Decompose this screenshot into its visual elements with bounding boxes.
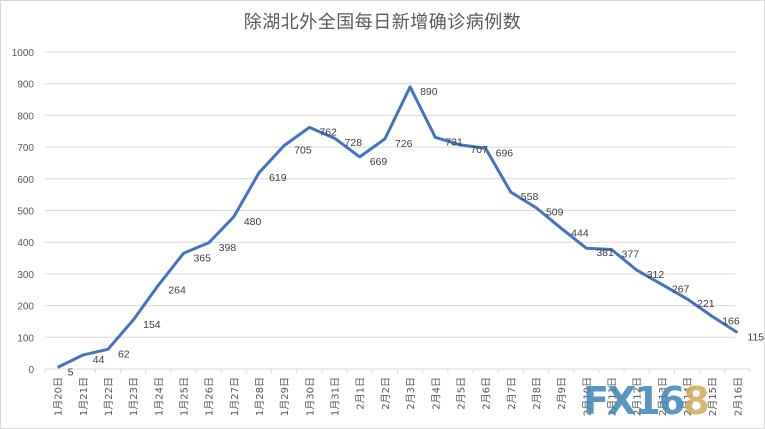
y-axis: 0 100 200 300 400 500 600 700 800 900 1000: [12, 48, 35, 376]
x-tick-label: 2月7日: [506, 377, 518, 410]
x-tick-label: 1月25日: [178, 377, 190, 416]
x-tick-label: 1月21日: [78, 377, 90, 416]
x-tick-label: 1月23日: [128, 377, 140, 416]
data-label: 377: [622, 248, 640, 260]
x-tick-label: 2月13日: [657, 377, 669, 416]
x-tick-label: 2月2日: [380, 377, 392, 410]
data-label: 44: [93, 354, 105, 366]
data-label: 726: [395, 138, 413, 150]
data-label: 696: [496, 147, 514, 159]
data-label: 115: [747, 332, 764, 344]
x-tick-label: 2月14日: [682, 377, 694, 416]
y-tick-label: 1000: [12, 48, 35, 59]
data-label: 444: [571, 227, 589, 239]
x-tick-label: 1月28日: [254, 377, 266, 416]
data-label: 166: [722, 315, 740, 327]
series-line: [56, 85, 739, 369]
data-label: 154: [143, 319, 161, 331]
x-tick-label: 2月3日: [405, 377, 417, 410]
chart-title: 除湖北外全国每日新增确诊病例数: [243, 12, 522, 33]
data-label: 619: [269, 172, 287, 184]
data-label: 267: [672, 283, 690, 295]
data-label: 480: [244, 216, 262, 228]
x-axis: 1月20日 1月21日 1月22日 1月23日 1月24日 1月25日 1月26日 1月27日…: [44, 368, 751, 416]
data-label: 5: [68, 366, 74, 378]
y-tick-label: 400: [17, 238, 34, 249]
data-label: 365: [193, 252, 211, 264]
x-tick-label: 2月1日: [355, 377, 367, 410]
x-tick-label: 2月4日: [430, 377, 442, 410]
data-label: 264: [168, 284, 186, 296]
x-tick-label: 2月6日: [481, 377, 493, 410]
x-tick-label: 1月30日: [304, 377, 316, 416]
y-tick-label: 600: [17, 175, 34, 186]
x-tick-label: 2月10日: [581, 377, 593, 416]
x-tick-label: 2月8日: [531, 377, 543, 410]
x-tick-label: 1月31日: [330, 377, 342, 416]
data-label: 707: [470, 144, 488, 156]
x-tick-label: 2月5日: [455, 377, 467, 410]
x-tick-label: 1月24日: [153, 377, 165, 416]
y-tick-label: 200: [17, 302, 34, 313]
data-label: 762: [319, 126, 337, 138]
x-tick-label: 1月26日: [204, 377, 216, 416]
data-label: 731: [445, 136, 463, 148]
data-label: 669: [370, 156, 388, 168]
x-tick-label: 1月29日: [279, 377, 291, 416]
x-tick-label: 2月11日: [607, 377, 619, 416]
y-tick-label: 800: [17, 111, 34, 122]
y-tick-label: 100: [17, 333, 34, 344]
data-label: 705: [294, 145, 312, 157]
data-labels: 5 44 62 154 264 365 398 480 619 705 762 728 669 726 89…: [68, 86, 765, 379]
y-tick-label: 700: [17, 143, 34, 154]
x-tick-label: 1月22日: [103, 377, 115, 416]
data-label: 558: [521, 191, 539, 203]
x-tick-label: 2月12日: [632, 377, 644, 416]
x-tick-label: 2月15日: [707, 377, 719, 416]
x-tick-label: 1月20日: [53, 377, 65, 416]
data-label: 381: [596, 247, 614, 259]
data-label: 890: [420, 86, 438, 98]
y-tick-label: 0: [28, 365, 34, 376]
gridlines: [45, 51, 735, 370]
x-tick-label: 1月27日: [229, 377, 241, 416]
data-label: 728: [345, 137, 363, 149]
y-tick-label: 500: [17, 207, 34, 218]
x-tick-label: 2月9日: [556, 377, 568, 410]
data-label: 398: [219, 242, 237, 254]
data-label: 312: [647, 269, 665, 281]
y-tick-label: 900: [17, 80, 34, 91]
data-label: 221: [697, 298, 715, 310]
data-label: 509: [546, 207, 564, 219]
data-label: 62: [118, 348, 130, 360]
x-tick-label: 2月16日: [732, 377, 744, 416]
y-tick-label: 300: [17, 270, 34, 281]
